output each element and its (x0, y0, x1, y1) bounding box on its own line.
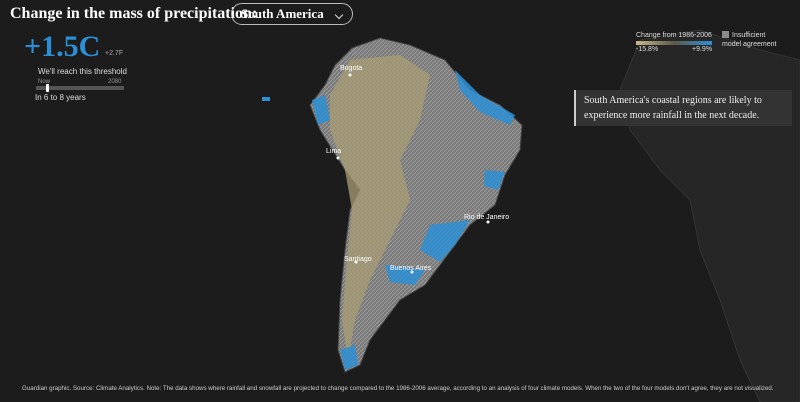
city-label: Bogota (340, 65, 362, 72)
legend-title: Change from 1986-2006 (636, 32, 712, 39)
temperature-fahrenheit: +2.7F (105, 50, 124, 57)
wet-region (455, 70, 515, 125)
slider-end: 2080 (108, 79, 122, 85)
legend-swatch (722, 31, 729, 38)
title: Change in the mass of precipitation: (10, 5, 258, 22)
temperature-celsius: +1.5C (24, 30, 101, 63)
legend-max: +9.9% (692, 46, 713, 53)
annotation: South America's coastal regions are like… (574, 90, 792, 126)
city-dot (410, 270, 414, 274)
slider-start: Now (38, 79, 51, 85)
wet-region (312, 95, 330, 125)
slider-knob[interactable] (46, 84, 49, 92)
city-label: Rio de Janeiro (464, 214, 509, 221)
footer: Guardian graphic. Source: Climate Analyt… (22, 385, 774, 392)
city-dot (336, 156, 340, 160)
wet-region (420, 220, 470, 262)
timeline-slider[interactable] (36, 86, 124, 90)
island (262, 97, 270, 101)
city-dot (354, 260, 358, 264)
threshold-caption: We'll reach this threshold (38, 67, 127, 76)
city-label: Buenos Aires (390, 265, 432, 272)
legend-insufficient: Insufficient model agreement (722, 32, 777, 48)
dry-region (330, 55, 430, 360)
region-dropdown[interactable]: South America (231, 3, 353, 25)
city-label: Lima (326, 148, 341, 155)
city-label: Santiago (344, 256, 372, 263)
threshold-timing: In 6 to 8 years (35, 93, 86, 102)
wet-region (340, 345, 358, 370)
city-dot (486, 220, 490, 224)
legend-min: -15.8% (636, 46, 659, 53)
wet-region (385, 265, 425, 285)
wet-region (484, 170, 505, 190)
legend-gradient (636, 41, 712, 45)
africa (619, 29, 800, 402)
city-dot (348, 73, 352, 77)
